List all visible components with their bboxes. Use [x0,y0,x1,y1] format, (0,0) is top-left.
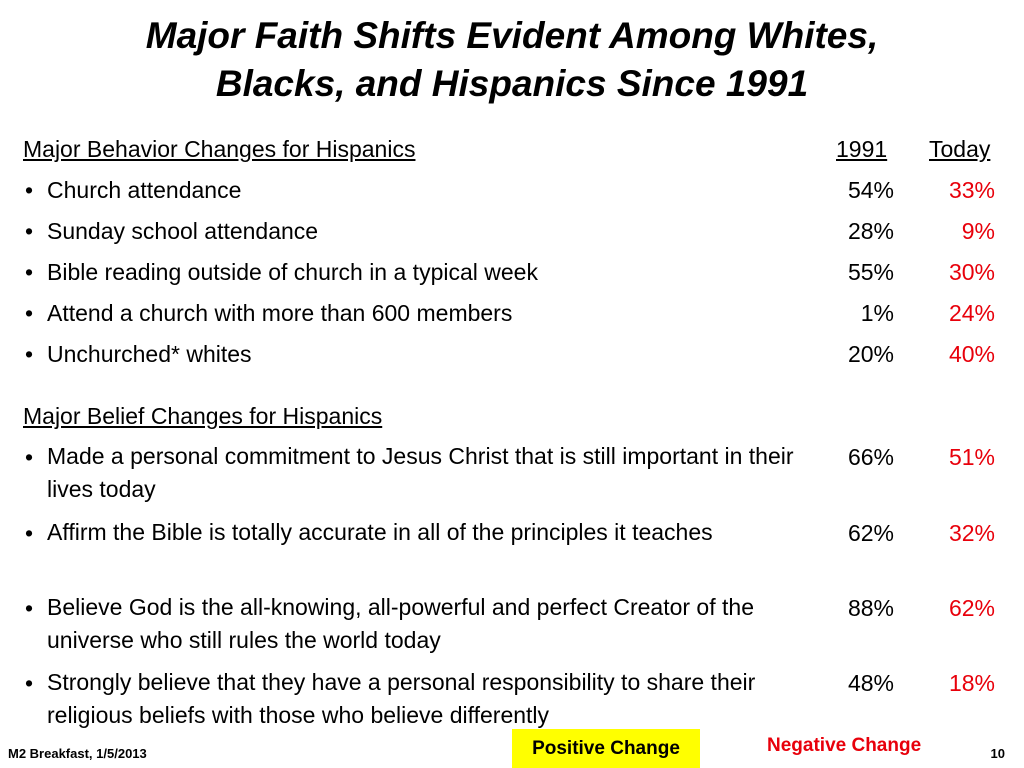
belief-row: • Believe God is the all-knowing, all-po… [0,591,1024,659]
value-today: 32% [948,520,995,546]
row-label: Attend a church with more than 600 membe… [47,300,513,326]
value-1991: 62% [847,520,894,546]
value-1991: 1% [860,300,894,326]
row-label: Believe God is the all-knowing, all-powe… [47,594,754,653]
value-today: 9% [961,218,995,244]
footer-event-date: M2 Breakfast, 1/5/2013 [8,746,147,761]
behavior-row: • Church attendance 54% 33% [0,173,1024,207]
bullet-icon: • [25,670,34,696]
bullet-icon: • [25,520,34,546]
belief-row: • Affirm the Bible is totally accurate i… [0,516,1024,584]
behavior-header-row: Major Behavior Changes for Hispanics 199… [0,132,1024,166]
row-label: Made a personal commitment to Jesus Chri… [47,443,794,502]
behavior-row: • Bible reading outside of church in a t… [0,255,1024,289]
row-label: Affirm the Bible is totally accurate in … [47,519,713,545]
value-1991: 54% [847,177,894,203]
behavior-section-heading: Major Behavior Changes for Hispanics [23,136,416,162]
bullet-icon: • [25,444,34,470]
bullet-icon: • [25,300,34,326]
value-1991: 88% [847,595,894,621]
value-1991: 20% [847,341,894,367]
row-label: Unchurched* whites [47,341,252,367]
column-header-today: Today [929,136,991,162]
legend-negative-change: Negative Change [767,735,922,756]
value-today: 51% [948,444,995,470]
belief-row: • Made a personal commitment to Jesus Ch… [0,440,1024,508]
value-today: 33% [948,177,995,203]
title-line-2: Blacks, and Hispanics Since 1991 [215,63,809,104]
belief-row: • Strongly believe that they have a pers… [0,666,1024,734]
row-label: Church attendance [47,177,242,203]
belief-header-row: Major Belief Changes for Hispanics [0,399,1024,433]
value-today: 40% [948,341,995,367]
value-1991: 66% [847,444,894,470]
value-1991: 55% [847,259,894,285]
row-label: Bible reading outside of church in a typ… [47,259,538,285]
value-today: 24% [948,300,995,326]
legend-positive-change: Positive Change [512,729,700,768]
title-line-1: Major Faith Shifts Evident Among Whites, [145,15,879,56]
value-1991: 28% [847,218,894,244]
value-today: 62% [948,595,995,621]
belief-section-heading: Major Belief Changes for Hispanics [23,403,383,429]
behavior-row: • Sunday school attendance 28% 9% [0,214,1024,248]
slide-title: Major Faith Shifts Evident Among Whites,… [0,12,1024,108]
bullet-icon: • [25,341,34,367]
row-label: Sunday school attendance [47,218,319,244]
column-header-1991: 1991 [836,136,888,162]
value-today: 30% [948,259,995,285]
bullet-icon: • [25,177,34,203]
value-1991: 48% [847,670,894,696]
bullet-icon: • [25,595,34,621]
row-label: Strongly believe that they have a person… [47,669,756,728]
slide-number: 10 [990,746,1005,761]
value-today: 18% [948,670,995,696]
bullet-icon: • [25,259,34,285]
bullet-icon: • [25,218,34,244]
behavior-row: • Unchurched* whites 20% 40% [0,337,1024,371]
behavior-row: • Attend a church with more than 600 mem… [0,296,1024,330]
